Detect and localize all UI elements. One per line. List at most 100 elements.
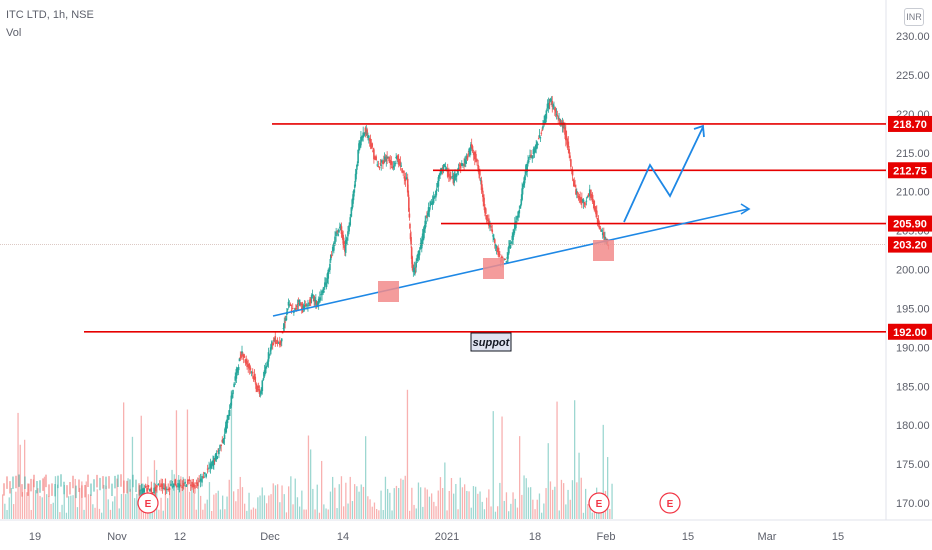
volume-bar bbox=[345, 482, 347, 519]
candle-body bbox=[272, 340, 275, 342]
candle-body bbox=[409, 233, 412, 240]
candle-body bbox=[240, 354, 242, 358]
candle-body bbox=[223, 434, 226, 440]
volume-bar bbox=[477, 493, 479, 519]
y-tick-label: 175.00 bbox=[896, 459, 930, 471]
candle-body bbox=[595, 210, 597, 215]
candle-body bbox=[409, 223, 411, 229]
volume-bar bbox=[593, 512, 596, 519]
candle-body bbox=[163, 487, 165, 489]
candle-body bbox=[286, 309, 289, 311]
candle-body bbox=[567, 141, 570, 148]
candle-body bbox=[195, 482, 198, 484]
candle-body bbox=[583, 202, 586, 204]
volume-bar bbox=[578, 452, 580, 519]
candle-body bbox=[581, 198, 583, 203]
candle-body bbox=[558, 118, 560, 120]
candle-body bbox=[453, 174, 456, 183]
candle-body bbox=[410, 237, 412, 245]
candle-body bbox=[512, 233, 514, 240]
candle-body bbox=[455, 175, 457, 178]
candle-body bbox=[359, 141, 361, 149]
level-price-tag bbox=[888, 115, 932, 132]
candle-body bbox=[142, 488, 144, 495]
volume-bar bbox=[2, 494, 4, 519]
candle-body bbox=[584, 203, 587, 205]
volume-bar bbox=[213, 494, 215, 519]
candle-body bbox=[412, 270, 415, 272]
candle-body bbox=[363, 132, 366, 136]
candle-body bbox=[442, 164, 445, 170]
candle-body bbox=[559, 119, 561, 125]
volume-bar bbox=[360, 484, 362, 519]
candle-body bbox=[364, 127, 367, 134]
candle-body bbox=[380, 164, 383, 166]
candle-body bbox=[593, 201, 596, 210]
candle-body bbox=[264, 366, 267, 374]
candle-body bbox=[519, 205, 522, 209]
volume-bar bbox=[567, 489, 569, 519]
volume-bar bbox=[589, 504, 591, 519]
candle-body bbox=[523, 181, 525, 185]
candle-body bbox=[316, 302, 319, 307]
candle-body bbox=[317, 298, 320, 304]
volume-bar bbox=[48, 495, 50, 519]
candle-body bbox=[300, 307, 303, 310]
volume-bar bbox=[103, 484, 105, 519]
candle-body bbox=[428, 207, 431, 212]
currency-badge[interactable]: INR bbox=[904, 8, 924, 26]
candle-body bbox=[533, 148, 536, 154]
candle-body bbox=[556, 114, 559, 116]
candle-body bbox=[564, 127, 566, 135]
candle-body bbox=[435, 188, 438, 191]
candle-body bbox=[523, 176, 526, 184]
candle-body bbox=[465, 155, 468, 160]
x-tick-label: Mar bbox=[758, 531, 777, 543]
grid-layer bbox=[0, 0, 932, 521]
volume-bar bbox=[178, 475, 180, 519]
volume-bar bbox=[314, 509, 316, 519]
volume-bar bbox=[343, 506, 345, 519]
candle-body bbox=[315, 301, 318, 307]
volume-bar bbox=[358, 491, 360, 519]
volume-bar bbox=[162, 510, 164, 519]
candle-body bbox=[383, 156, 386, 161]
candle-body bbox=[254, 376, 257, 383]
volume-bar bbox=[96, 489, 98, 519]
volume-bar bbox=[516, 507, 519, 519]
volume-bar bbox=[494, 511, 497, 519]
candle-body bbox=[479, 180, 482, 182]
volume-bar bbox=[17, 412, 19, 519]
candle-body bbox=[146, 488, 148, 492]
volume-bar bbox=[68, 496, 70, 519]
candle-body bbox=[261, 380, 264, 392]
candle-body bbox=[521, 188, 523, 200]
candle-body bbox=[413, 267, 416, 273]
candle-body bbox=[436, 183, 439, 188]
candle-body bbox=[399, 161, 402, 166]
candle-body bbox=[576, 191, 579, 194]
volume-bar bbox=[288, 486, 290, 519]
candle-body bbox=[471, 146, 474, 152]
candle-body bbox=[455, 173, 458, 177]
candle-body bbox=[285, 318, 287, 321]
candle-body bbox=[154, 486, 157, 492]
volume-label: Vol bbox=[6, 27, 22, 39]
candle-body bbox=[248, 363, 251, 369]
price-candles bbox=[3, 95, 610, 499]
candle-body bbox=[390, 160, 393, 165]
candle-body bbox=[271, 343, 274, 346]
candle-body bbox=[543, 120, 545, 126]
volume-bar bbox=[532, 499, 534, 519]
candle-body bbox=[572, 179, 575, 182]
volume-bar bbox=[200, 495, 202, 519]
volume-bar bbox=[387, 488, 389, 519]
candle-body bbox=[592, 200, 595, 203]
candle-body bbox=[587, 193, 590, 197]
candle-body bbox=[245, 359, 248, 363]
volume-bar bbox=[602, 424, 604, 519]
candle-body bbox=[334, 236, 336, 244]
candle-body bbox=[259, 394, 262, 396]
volume-bar bbox=[376, 509, 378, 519]
